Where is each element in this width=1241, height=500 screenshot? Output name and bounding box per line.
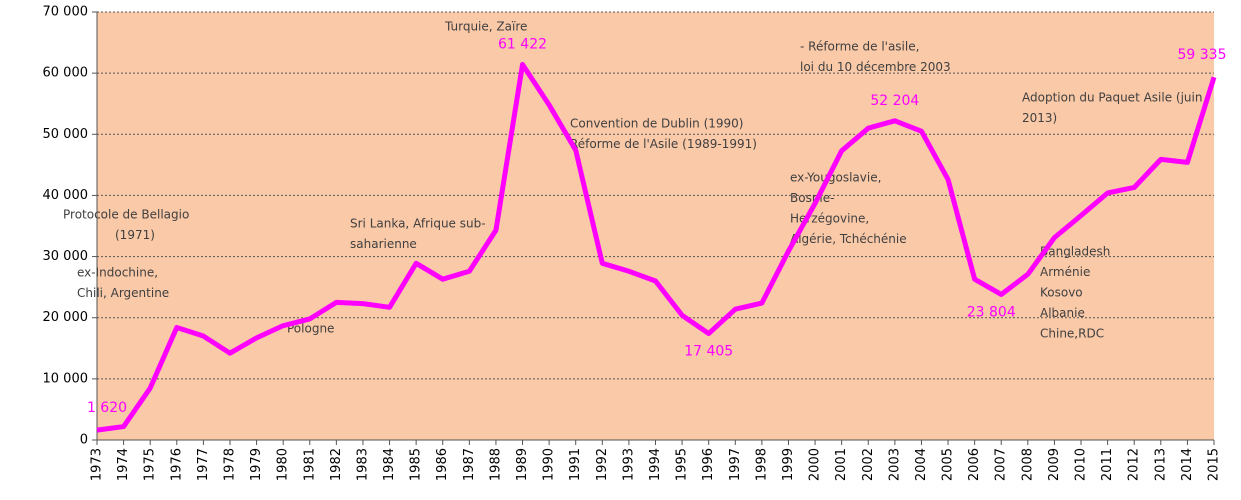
y-tick-label: 30 000 xyxy=(43,249,89,264)
x-tick-label: 2008 xyxy=(1020,448,1035,481)
x-tick-label: 1993 xyxy=(621,448,636,481)
x-tick-label: 1979 xyxy=(249,448,264,481)
y-tick-label: 50 000 xyxy=(43,127,89,142)
annotation: Algérie, Tchéchénie xyxy=(790,232,907,246)
y-tick-label: 60 000 xyxy=(43,66,89,81)
annotation: Albanie xyxy=(1040,306,1085,320)
x-tick-label: 1987 xyxy=(462,448,477,481)
plot-area xyxy=(97,12,1214,440)
x-tick-label: 2014 xyxy=(1180,448,1195,481)
x-tick-label: 2006 xyxy=(967,448,982,481)
y-tick-label: 70 000 xyxy=(43,5,89,20)
x-tick-label: 2012 xyxy=(1127,448,1142,481)
x-tick-label: 1997 xyxy=(728,448,743,481)
annotation: loi du 10 décembre 2003 xyxy=(800,60,951,74)
value-label: 52 204 xyxy=(870,93,919,109)
annotation: (1971) xyxy=(115,228,155,242)
annotation: Bosnie- xyxy=(790,191,834,205)
x-tick-label: 1988 xyxy=(488,448,503,481)
x-tick-label: 1999 xyxy=(781,448,796,481)
annotation: Protocole de Bellagio xyxy=(63,208,189,222)
x-tick-label: 1989 xyxy=(515,448,530,481)
x-tick-label: 1992 xyxy=(595,448,610,481)
data-line xyxy=(96,61,1217,433)
annotation: ex-Yougoslavie, xyxy=(790,171,881,185)
x-tick-label: 1975 xyxy=(143,448,158,481)
x-tick-label: 1984 xyxy=(382,448,397,481)
value-label: 61 422 xyxy=(498,36,547,52)
annotation: saharienne xyxy=(350,237,417,251)
value-label: 17 405 xyxy=(684,344,733,360)
x-tick-label: 1998 xyxy=(754,448,769,481)
x-tick-label: 1976 xyxy=(169,448,184,481)
x-tick-label: 1981 xyxy=(302,448,317,481)
y-tick-label: 20 000 xyxy=(43,310,89,325)
x-tick-label: 2005 xyxy=(941,448,956,481)
x-tick-label: 1980 xyxy=(276,448,291,481)
x-tick-label: 1977 xyxy=(196,448,211,481)
x-tick-label: 2002 xyxy=(861,448,876,481)
x-tick-label: 1994 xyxy=(648,448,663,481)
x-tick-label: 2001 xyxy=(834,448,849,481)
value-label: 1 620 xyxy=(87,400,127,416)
y-tick-label: 0 xyxy=(80,433,88,448)
annotation: Kosovo xyxy=(1040,286,1083,300)
x-tick-label: 2009 xyxy=(1047,448,1062,481)
x-tick-label: 2015 xyxy=(1207,448,1222,481)
annotation: Convention de Dublin (1990) xyxy=(570,117,743,131)
value-label: 59 335 xyxy=(1178,47,1227,63)
x-tick-label: 2013 xyxy=(1153,448,1168,481)
x-tick-label: 1996 xyxy=(701,448,716,481)
y-tick-label: 40 000 xyxy=(43,188,89,203)
annotation: 2013) xyxy=(1022,111,1057,125)
x-tick-label: 1974 xyxy=(116,448,131,481)
annotation: Réforme de l'Asile (1989-1991) xyxy=(570,137,757,151)
x-tick-label: 2003 xyxy=(887,448,902,481)
y-tick-label: 10 000 xyxy=(43,371,89,386)
x-tick-label: 1982 xyxy=(329,448,344,481)
x-tick-label: 2000 xyxy=(808,448,823,481)
annotation: Pologne xyxy=(287,322,334,336)
annotation: Arménie xyxy=(1040,265,1090,279)
annotation: Bangladesh xyxy=(1040,245,1110,259)
x-tick-label: 2004 xyxy=(914,448,929,481)
annotation: Chili, Argentine xyxy=(77,286,169,300)
value-label: 23 804 xyxy=(967,304,1016,320)
annotation: Sri Lanka, Afrique sub- xyxy=(350,217,486,231)
annotation: Adoption du Paquet Asile (juin xyxy=(1022,91,1202,105)
annotation: Turquie, Zaïre xyxy=(444,20,527,34)
x-tick-label: 1983 xyxy=(355,448,370,481)
x-tick-label: 2010 xyxy=(1074,448,1089,481)
x-tick-label: 1995 xyxy=(675,448,690,481)
x-tick-label: 1991 xyxy=(568,448,583,481)
x-tick-label: 1973 xyxy=(90,448,105,481)
annotation: - Réforme de l'asile, xyxy=(800,40,919,54)
annotation: ex-Indochine, xyxy=(77,266,158,280)
x-tick-label: 1978 xyxy=(222,448,237,481)
x-tick-label: 2007 xyxy=(994,448,1009,481)
x-tick-label: 1985 xyxy=(409,448,424,481)
annotation: Chine,RDC xyxy=(1040,327,1104,341)
x-tick-label: 2011 xyxy=(1100,448,1115,481)
x-tick-label: 1990 xyxy=(542,448,557,481)
x-tick-label: 1986 xyxy=(435,448,450,481)
